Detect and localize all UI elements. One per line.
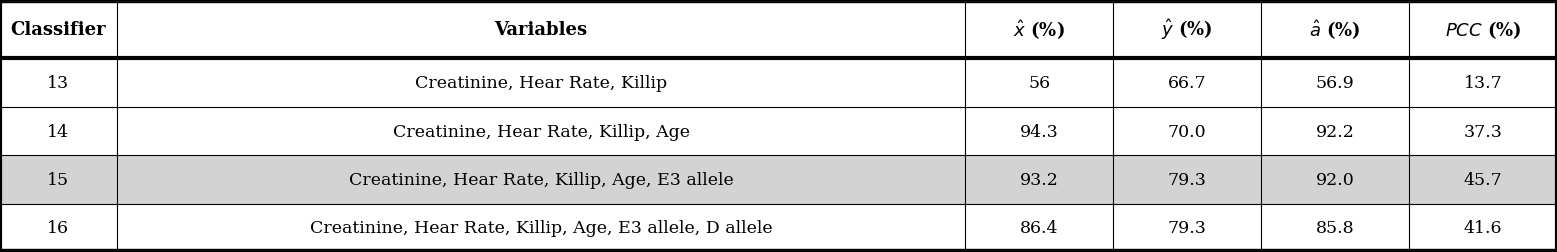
- Text: Creatinine, Hear Rate, Killip, Age, E3 allele: Creatinine, Hear Rate, Killip, Age, E3 a…: [349, 171, 733, 188]
- Text: Creatinine, Hear Rate, Killip, Age: Creatinine, Hear Rate, Killip, Age: [392, 123, 690, 140]
- Text: $\hat{x}$ (%): $\hat{x}$ (%): [1014, 18, 1065, 41]
- Text: Creatinine, Hear Rate, Killip, Age, E3 allele, D allele: Creatinine, Hear Rate, Killip, Age, E3 a…: [310, 219, 772, 236]
- Bar: [0, 107, 1557, 155]
- Text: $PCC$ (%): $PCC$ (%): [1445, 19, 1521, 41]
- Text: 37.3: 37.3: [1464, 123, 1503, 140]
- Text: 93.2: 93.2: [1020, 171, 1059, 188]
- Text: 41.6: 41.6: [1464, 219, 1503, 236]
- Text: Creatinine, Hear Rate, Killip: Creatinine, Hear Rate, Killip: [416, 75, 666, 92]
- Text: 13: 13: [47, 75, 70, 92]
- Text: 15: 15: [47, 171, 70, 188]
- Bar: [0, 204, 1557, 252]
- Text: 70.0: 70.0: [1168, 123, 1207, 140]
- Text: Classifier: Classifier: [11, 21, 106, 39]
- Text: 79.3: 79.3: [1168, 219, 1207, 236]
- Text: $\hat{a}$ (%): $\hat{a}$ (%): [1309, 18, 1361, 41]
- Text: 56: 56: [1028, 75, 1051, 92]
- Text: 92.0: 92.0: [1316, 171, 1355, 188]
- Text: Variables: Variables: [495, 21, 587, 39]
- Text: $\hat{y}$ (%): $\hat{y}$ (%): [1162, 17, 1213, 42]
- Text: 13.7: 13.7: [1464, 75, 1503, 92]
- Bar: [0, 155, 1557, 204]
- Text: 79.3: 79.3: [1168, 171, 1207, 188]
- Text: 56.9: 56.9: [1316, 75, 1355, 92]
- Text: 86.4: 86.4: [1020, 219, 1059, 236]
- Text: 16: 16: [47, 219, 70, 236]
- Text: 45.7: 45.7: [1464, 171, 1503, 188]
- Text: 85.8: 85.8: [1316, 219, 1355, 236]
- Text: 14: 14: [47, 123, 70, 140]
- Text: 94.3: 94.3: [1020, 123, 1059, 140]
- Bar: [0, 59, 1557, 107]
- Text: 92.2: 92.2: [1316, 123, 1355, 140]
- Text: 66.7: 66.7: [1168, 75, 1207, 92]
- Bar: [0, 0, 1557, 59]
